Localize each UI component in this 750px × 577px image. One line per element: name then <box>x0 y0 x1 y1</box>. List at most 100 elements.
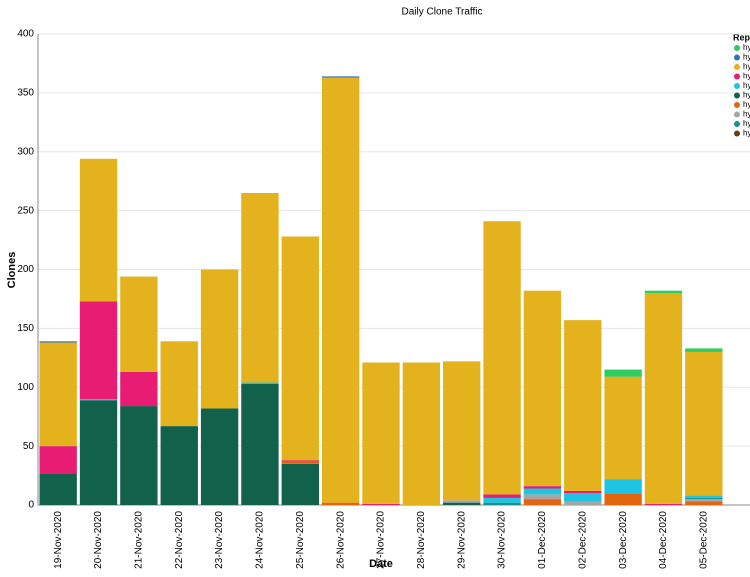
x-tick-label: 04-Dec-2020 <box>658 511 669 569</box>
x-tick-label: 23-Nov-2020 <box>214 511 225 569</box>
bar-segment <box>644 503 683 505</box>
bar-segment <box>281 461 319 464</box>
x-tick-label: 01-Dec-2020 <box>537 511 548 569</box>
bar-segment <box>685 497 723 500</box>
legend-label: hy <box>743 91 750 100</box>
bar-segment <box>523 290 562 487</box>
bar-segment <box>281 463 319 505</box>
bar-segment <box>79 158 118 302</box>
legend-swatch <box>734 73 740 80</box>
y-tick-label: 350 <box>17 88 34 99</box>
bar-segment <box>685 499 723 502</box>
bar-segment <box>160 341 198 427</box>
bar-segment <box>644 293 683 504</box>
y-tick-label: 300 <box>17 146 34 157</box>
y-tick-label: 400 <box>17 29 34 40</box>
bar-segment <box>39 446 77 474</box>
legend-swatch <box>734 111 740 118</box>
bar-segment <box>604 369 642 377</box>
bar-segment <box>564 501 602 505</box>
bar-segment <box>321 76 360 78</box>
bar-segment <box>604 376 642 480</box>
bar-segment <box>39 342 77 447</box>
legend-swatch <box>734 45 740 51</box>
bar-segment <box>120 371 158 407</box>
legend-label: hy <box>743 53 750 62</box>
bar-segment <box>523 494 562 500</box>
x-tick-label: 25-Nov-2020 <box>295 511 306 569</box>
legend-label: hy <box>743 110 750 119</box>
bar-segment <box>523 499 562 505</box>
bar-segment <box>483 494 521 498</box>
bar-segment <box>564 493 602 502</box>
legend-title: Repo <box>733 32 750 42</box>
y-tick-label: 100 <box>17 382 34 393</box>
y-tick-label: 0 <box>28 500 34 511</box>
y-axis-title: Clones <box>6 252 18 289</box>
x-tick-label: 22-Nov-2020 <box>174 511 185 569</box>
bar-segment <box>200 408 239 505</box>
x-tick-label: 02-Dec-2020 <box>577 511 588 569</box>
legend-swatch <box>734 121 740 127</box>
bar-segment <box>79 399 118 401</box>
bar-segment <box>523 486 562 489</box>
bar-segment <box>685 348 723 352</box>
bar-segment <box>362 503 400 505</box>
bar-segment <box>483 502 521 505</box>
bar-segment <box>443 502 481 505</box>
legend-swatch <box>734 83 740 89</box>
bar-segment <box>483 497 521 503</box>
bar-segment <box>321 77 360 503</box>
bar-segment <box>685 351 723 496</box>
bar-segment <box>523 488 562 495</box>
legend-swatch <box>734 54 740 61</box>
bar-segment <box>79 400 118 505</box>
x-tick-label: 21-Nov-2020 <box>134 511 145 569</box>
y-tick-label: 150 <box>17 323 34 334</box>
bar-segment <box>362 362 400 504</box>
legend-swatch <box>734 130 740 137</box>
bar-segment <box>685 501 723 505</box>
x-tick-label: 27-Nov-2020 <box>376 511 387 569</box>
legend-label: hy <box>743 62 750 71</box>
bar-segment <box>321 502 360 505</box>
x-tick-label: 20-Nov-2020 <box>93 511 104 569</box>
bar-segment <box>120 276 158 372</box>
bar-segment <box>564 490 602 494</box>
x-tick-label: 30-Nov-2020 <box>497 511 508 569</box>
x-tick-label: 03-Dec-2020 <box>618 511 629 569</box>
legend-label: hy <box>743 72 750 81</box>
legend-swatch <box>734 92 740 99</box>
bar-segment <box>120 406 158 505</box>
legend-swatch <box>734 64 740 70</box>
x-tick-label: 24-Nov-2020 <box>255 511 266 569</box>
bar-segment <box>443 500 481 503</box>
bar-segment <box>644 290 683 294</box>
x-tick-label: 05-Dec-2020 <box>698 511 709 569</box>
legend-swatch <box>734 102 740 108</box>
bar-segment <box>241 383 279 505</box>
bar-segment <box>39 341 77 343</box>
legend-label: hy <box>743 43 750 52</box>
bar-segment <box>281 460 319 462</box>
bar-segment <box>79 301 118 400</box>
bar-segment <box>241 382 279 384</box>
bar-segment <box>39 473 77 505</box>
y-tick-label: 250 <box>17 205 34 216</box>
bar-segment <box>483 221 521 495</box>
x-tick-label: 29-Nov-2020 <box>456 511 467 569</box>
bar-segment <box>604 493 642 505</box>
chart-title: Daily Clone Traffic <box>402 7 483 18</box>
legend-label: hy <box>743 81 750 90</box>
bar-segment <box>402 362 441 505</box>
x-axis-title: Date <box>369 558 393 570</box>
x-tick-label: 26-Nov-2020 <box>335 511 346 569</box>
bar-segment <box>281 236 319 461</box>
x-tick-label: 28-Nov-2020 <box>416 511 427 569</box>
legend-label: hy <box>743 100 750 109</box>
bar-segment <box>443 361 481 501</box>
bar-segment <box>200 269 239 409</box>
legend-label: hy <box>743 129 750 138</box>
y-tick-label: 50 <box>23 441 35 452</box>
